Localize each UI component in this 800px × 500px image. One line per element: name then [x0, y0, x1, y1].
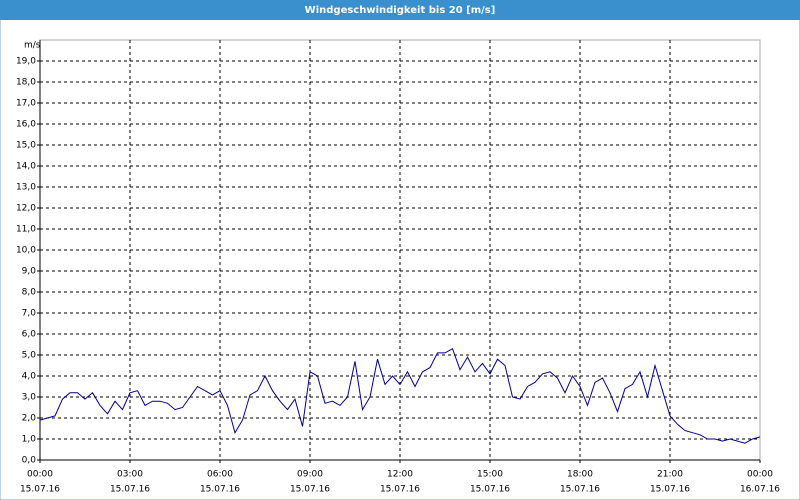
y-tick-label: 0,0	[22, 456, 37, 466]
x-tick-label: 03:00	[117, 470, 143, 480]
x-tick-date: 15.07.16	[470, 485, 510, 495]
y-tick-label: 15,0	[16, 141, 36, 151]
x-tick-label: 18:00	[567, 470, 593, 480]
x-tick-label: 21:00	[657, 470, 683, 480]
y-tick-label: 1,0	[22, 435, 37, 445]
x-tick-label: 12:00	[387, 470, 413, 480]
y-tick-label: 10,0	[16, 246, 36, 256]
y-tick-label: 16,0	[16, 120, 36, 130]
y-axis-label: m/s	[24, 41, 41, 51]
data-line	[39, 347, 761, 444]
x-tick-date: 15.07.16	[650, 485, 690, 495]
y-tick-label: 4,0	[22, 372, 37, 382]
x-tick-label: 00:00	[27, 470, 53, 480]
plot-layer: 0,0 1,0 2,0 3,0 4,0 5,0 6,0 7,0 8,0 9,0 10,0 11,0 12…	[16, 40, 780, 495]
x-tick-label: 09:00	[297, 470, 323, 480]
x-tick-date: 16.07.16	[740, 485, 780, 495]
y-tick-label: 9,0	[22, 267, 37, 277]
x-tick-date: 15.07.16	[380, 485, 420, 495]
y-tick-label: 6,0	[22, 330, 37, 340]
y-tick-label: 7,0	[22, 309, 37, 319]
y-tick-label: 11,0	[16, 225, 36, 235]
y-tick-label: 14,0	[16, 162, 36, 172]
y-tick-label: 13,0	[16, 183, 36, 193]
y-tick-label: 19,0	[16, 57, 36, 67]
x-tick-date: 15.07.16	[110, 485, 150, 495]
y-tick-label: 18,0	[16, 78, 36, 88]
x-tick-date: 15.07.16	[290, 485, 330, 495]
x-tick-label: 15:00	[477, 470, 503, 480]
y-tick-label: 12,0	[16, 204, 36, 214]
title-bar	[0, 0, 800, 20]
x-tick-date: 15.07.16	[200, 485, 240, 495]
y-tick-label: 5,0	[22, 351, 37, 361]
y-tick-label: 17,0	[16, 99, 36, 109]
x-tick-date: 15.07.16	[560, 485, 600, 495]
y-tick-label: 8,0	[22, 288, 37, 298]
x-tick-date: 15.07.16	[20, 485, 60, 495]
chart-title: Windgeschwindigkeit bis 20 [m/s]	[305, 5, 496, 16]
x-tick-label: 06:00	[207, 470, 233, 480]
y-tick-label: 2,0	[22, 414, 37, 424]
x-tick-label: 00:00	[747, 470, 773, 480]
y-tick-label: 3,0	[22, 393, 37, 403]
